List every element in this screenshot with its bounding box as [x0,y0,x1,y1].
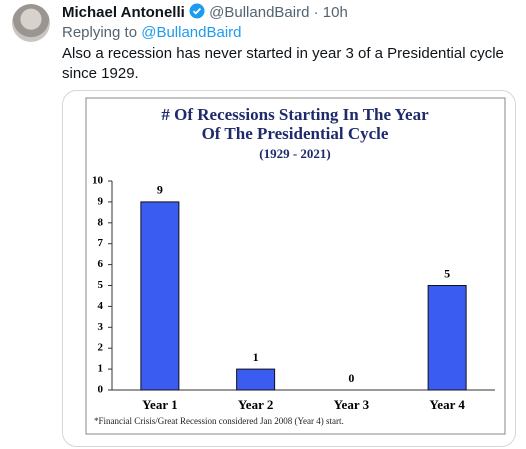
data-label: 5 [444,266,450,280]
x-tick-label: Year 2 [238,397,274,412]
chart-title: # Of Recessions Starting In The Year [161,105,429,124]
replying-label: Replying to [62,24,138,41]
avatar[interactable] [12,4,50,42]
y-tick-label: 0 [98,384,104,396]
handle[interactable]: @BullandBaird [209,4,310,21]
y-tick-label: 2 [98,342,104,354]
x-tick-label: Year 4 [429,397,465,412]
data-label: 1 [253,350,259,364]
data-label: 0 [348,371,354,385]
chart-title: Of The Presidential Cycle [202,124,389,143]
chart-frame [85,97,506,435]
data-label: 9 [157,183,163,197]
verified-badge [189,3,205,19]
y-tick-label: 7 [98,237,104,249]
bar [427,285,467,391]
author-name[interactable]: Michael Antonelli [62,4,185,21]
reply-handle[interactable]: @BullandBaird [141,24,242,41]
chart-subtitle: (1929 - 2021) [259,146,331,161]
reply-line: Replying to @BullandBaird [62,24,242,41]
chart[interactable]: # Of Recessions Starting In The Year Of … [62,90,516,447]
y-tick-label: 1 [98,363,104,375]
y-tick-label: 9 [98,195,104,207]
y-tick-label: 3 [98,321,104,333]
x-tick-label: Year 1 [142,397,178,412]
y-tick-label: 5 [98,279,104,291]
y-tick-label: 8 [98,216,104,228]
timestamp[interactable]: 10h [322,4,348,21]
footnote: *Financial Crisis/Great Recession consid… [94,416,344,426]
x-tick-label: Year 3 [334,397,370,412]
tweet-text: Also a recession has never started in ye… [62,45,504,82]
bar [236,368,276,391]
bar [140,201,180,391]
separator: · [313,4,319,21]
y-tick-label: 4 [98,300,104,312]
tweet-header: Michael Antonelli @BullandBaird · 10h [62,3,348,21]
y-tick-label: 6 [98,258,104,270]
y-tick-label: 10 [92,175,104,187]
